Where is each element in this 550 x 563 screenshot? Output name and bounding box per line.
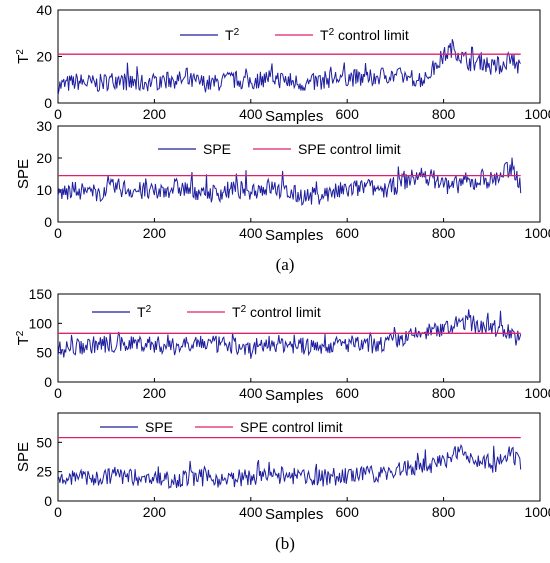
y-tick-label: 10 [36,182,52,198]
x-tick-label: 0 [54,106,62,122]
x-axis-label: Samples [265,227,323,244]
y-tick-label: 20 [36,49,52,65]
y-tick-label: 150 [29,286,53,302]
x-tick-label: 400 [239,385,263,401]
series-line-4 [57,443,522,490]
x-tick-label: 600 [336,504,360,520]
x-tick-label: 800 [432,225,456,241]
x-tick-label: 800 [432,106,456,122]
series-line-1 [57,39,522,96]
x-tick-label: 800 [432,504,456,520]
panel-label-b: (b) [275,534,295,553]
panel-label-a: (a) [276,255,295,274]
plot-frame [57,293,541,383]
series-line-3 [57,309,522,359]
x-tick-label: 400 [239,225,263,241]
x-tick-label: 400 [239,504,263,520]
x-axis-label: Samples [265,108,323,125]
x-tick-label: 0 [54,504,62,520]
x-tick-label: 400 [239,106,263,122]
x-tick-label: 200 [143,385,167,401]
y-tick-label: 0 [44,214,52,230]
x-axis-label: Samples [265,387,323,404]
y-axis-label: SPE [15,159,32,189]
legend-label-limit: T2 control limit [320,27,409,44]
legend-label-limit: T2 control limit [232,304,321,321]
y-axis-label: SPE [15,442,32,472]
x-tick-label: 600 [336,385,360,401]
y-tick-label: 25 [36,464,52,480]
series-line-2 [57,157,522,206]
y-tick-label: 100 [29,315,53,331]
y-tick-label: 50 [36,434,52,450]
legend-label-signal: T2 [137,304,152,321]
legend-label-limit: SPE control limit [240,419,343,435]
x-axis-label: Samples [265,506,323,523]
plot-frame [57,125,541,223]
legend-label-signal: SPE [145,419,173,435]
x-tick-label: 200 [143,504,167,520]
y-tick-label: 0 [44,374,52,390]
y-tick-label: 40 [36,2,52,18]
plot-frame [57,412,541,502]
x-tick-label: 0 [54,385,62,401]
chart-panel-4: 0200400600800100002550SPESPE control lim… [15,412,550,523]
x-tick-label: 200 [143,225,167,241]
x-tick-label: 200 [143,106,167,122]
y-tick-label: 0 [44,95,52,111]
legend-label-signal: T2 [225,27,240,44]
y-tick-label: 0 [44,493,52,509]
x-tick-label: 600 [336,106,360,122]
legend-label-signal: SPE [203,141,231,157]
y-tick-label: 50 [36,345,52,361]
y-tick-label: 30 [36,118,52,134]
y-axis-label: T2 [15,49,33,64]
y-tick-label: 20 [36,150,52,166]
x-tick-label: 800 [432,385,456,401]
legend-label-limit: SPE control limit [298,141,401,157]
y-axis-label: T2 [15,330,33,345]
x-tick-label: 600 [336,225,360,241]
x-tick-label: 0 [54,225,62,241]
